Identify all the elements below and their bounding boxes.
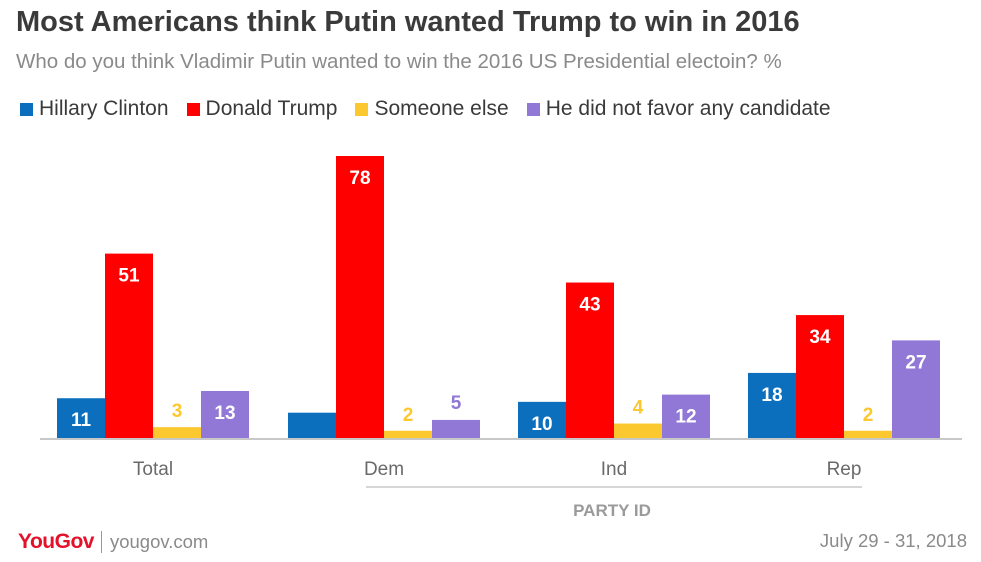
legend-label: He did not favor any candidate <box>545 97 831 120</box>
footer-branding: YouGov yougov.com <box>18 530 208 554</box>
value-label-someone-else-dem: 2 <box>403 405 414 426</box>
bar-someone-else-rep <box>844 430 892 438</box>
bar-he-did-not-favor-any-candidate-total <box>201 391 249 438</box>
bar-hillary-clinton-ind <box>518 401 566 438</box>
value-label-hillary-clinton-dem: 7 <box>307 386 318 407</box>
value-label-hillary-clinton-ind: 10 <box>531 414 552 435</box>
bar-hillary-clinton-dem <box>288 412 336 438</box>
value-label-someone-else-total: 3 <box>172 401 183 422</box>
legend-label: Donald Trump <box>205 97 338 120</box>
legend-swatch-no-candidate <box>526 102 540 116</box>
bar-he-did-not-favor-any-candidate-rep <box>892 340 940 438</box>
value-label-he-did-not-favor-any-candidate-ind: 12 <box>675 407 696 428</box>
bar-donald-trump-total <box>105 253 153 438</box>
bar-donald-trump-dem <box>336 156 384 438</box>
footer-divider <box>100 531 102 553</box>
legend-item-donald-trump: Donald Trump <box>186 97 338 121</box>
category-label-dem: Dem <box>364 459 404 480</box>
chart-subtitle: Who do you think Vladimir Putin wanted t… <box>16 50 782 73</box>
value-label-donald-trump-dem: 78 <box>349 168 370 189</box>
bar-donald-trump-rep <box>796 315 844 438</box>
legend-label: Hillary Clinton <box>39 97 169 120</box>
value-label-he-did-not-favor-any-candidate-rep: 27 <box>905 352 926 373</box>
value-label-hillary-clinton-total: 11 <box>71 410 92 431</box>
yougov-logo: YouGov <box>18 530 94 553</box>
value-label-donald-trump-total: 51 <box>118 266 140 287</box>
bar-someone-else-dem <box>384 430 432 438</box>
value-label-donald-trump-ind: 43 <box>579 295 600 316</box>
category-labels-layer: Total Dem Ind Rep <box>133 459 862 480</box>
category-label-total: Total <box>133 459 173 480</box>
legend-swatch-someone-else <box>355 102 369 116</box>
bar-he-did-not-favor-any-candidate-dem <box>432 419 480 438</box>
bar-he-did-not-favor-any-candidate-ind <box>662 394 710 438</box>
bar-someone-else-total <box>153 427 201 438</box>
survey-date: July 29 - 31, 2018 <box>819 530 967 551</box>
legend-item-hillary-clinton: Hillary Clinton <box>20 97 169 121</box>
legend-item-someone-else: Someone else <box>355 97 509 121</box>
value-label-someone-else-ind: 4 <box>633 398 644 419</box>
category-label-rep: Rep <box>827 459 862 480</box>
bar-someone-else-ind <box>614 423 662 438</box>
bar-donald-trump-ind <box>566 282 614 438</box>
party-id-label: PARTY ID <box>573 501 651 520</box>
value-label-donald-trump-rep: 34 <box>809 327 831 348</box>
legend-item-no-candidate: He did not favor any candidate <box>526 97 831 121</box>
value-labels-layer: 11 51 3 13 7 78 2 5 10 43 4 12 18 34 2 27 <box>71 168 927 435</box>
legend-swatch-donald-trump <box>186 102 200 116</box>
legend-label: Someone else <box>374 97 509 120</box>
legend-swatch-hillary-clinton <box>20 102 33 116</box>
value-label-hillary-clinton-rep: 18 <box>761 385 782 406</box>
bars-layer <box>57 156 940 438</box>
value-label-he-did-not-favor-any-candidate-dem: 5 <box>451 393 462 414</box>
bar-hillary-clinton-rep <box>748 372 796 438</box>
legend: Hillary Clinton Donald Trump Someone els… <box>20 97 849 121</box>
value-label-someone-else-rep: 2 <box>863 405 874 426</box>
value-label-he-did-not-favor-any-candidate-total: 13 <box>214 403 235 424</box>
chart-title: Most Americans think Putin wanted Trump … <box>16 6 800 38</box>
category-label-ind: Ind <box>601 459 627 480</box>
site-link[interactable]: yougov.com <box>109 531 209 552</box>
bar-hillary-clinton-total <box>57 398 105 438</box>
